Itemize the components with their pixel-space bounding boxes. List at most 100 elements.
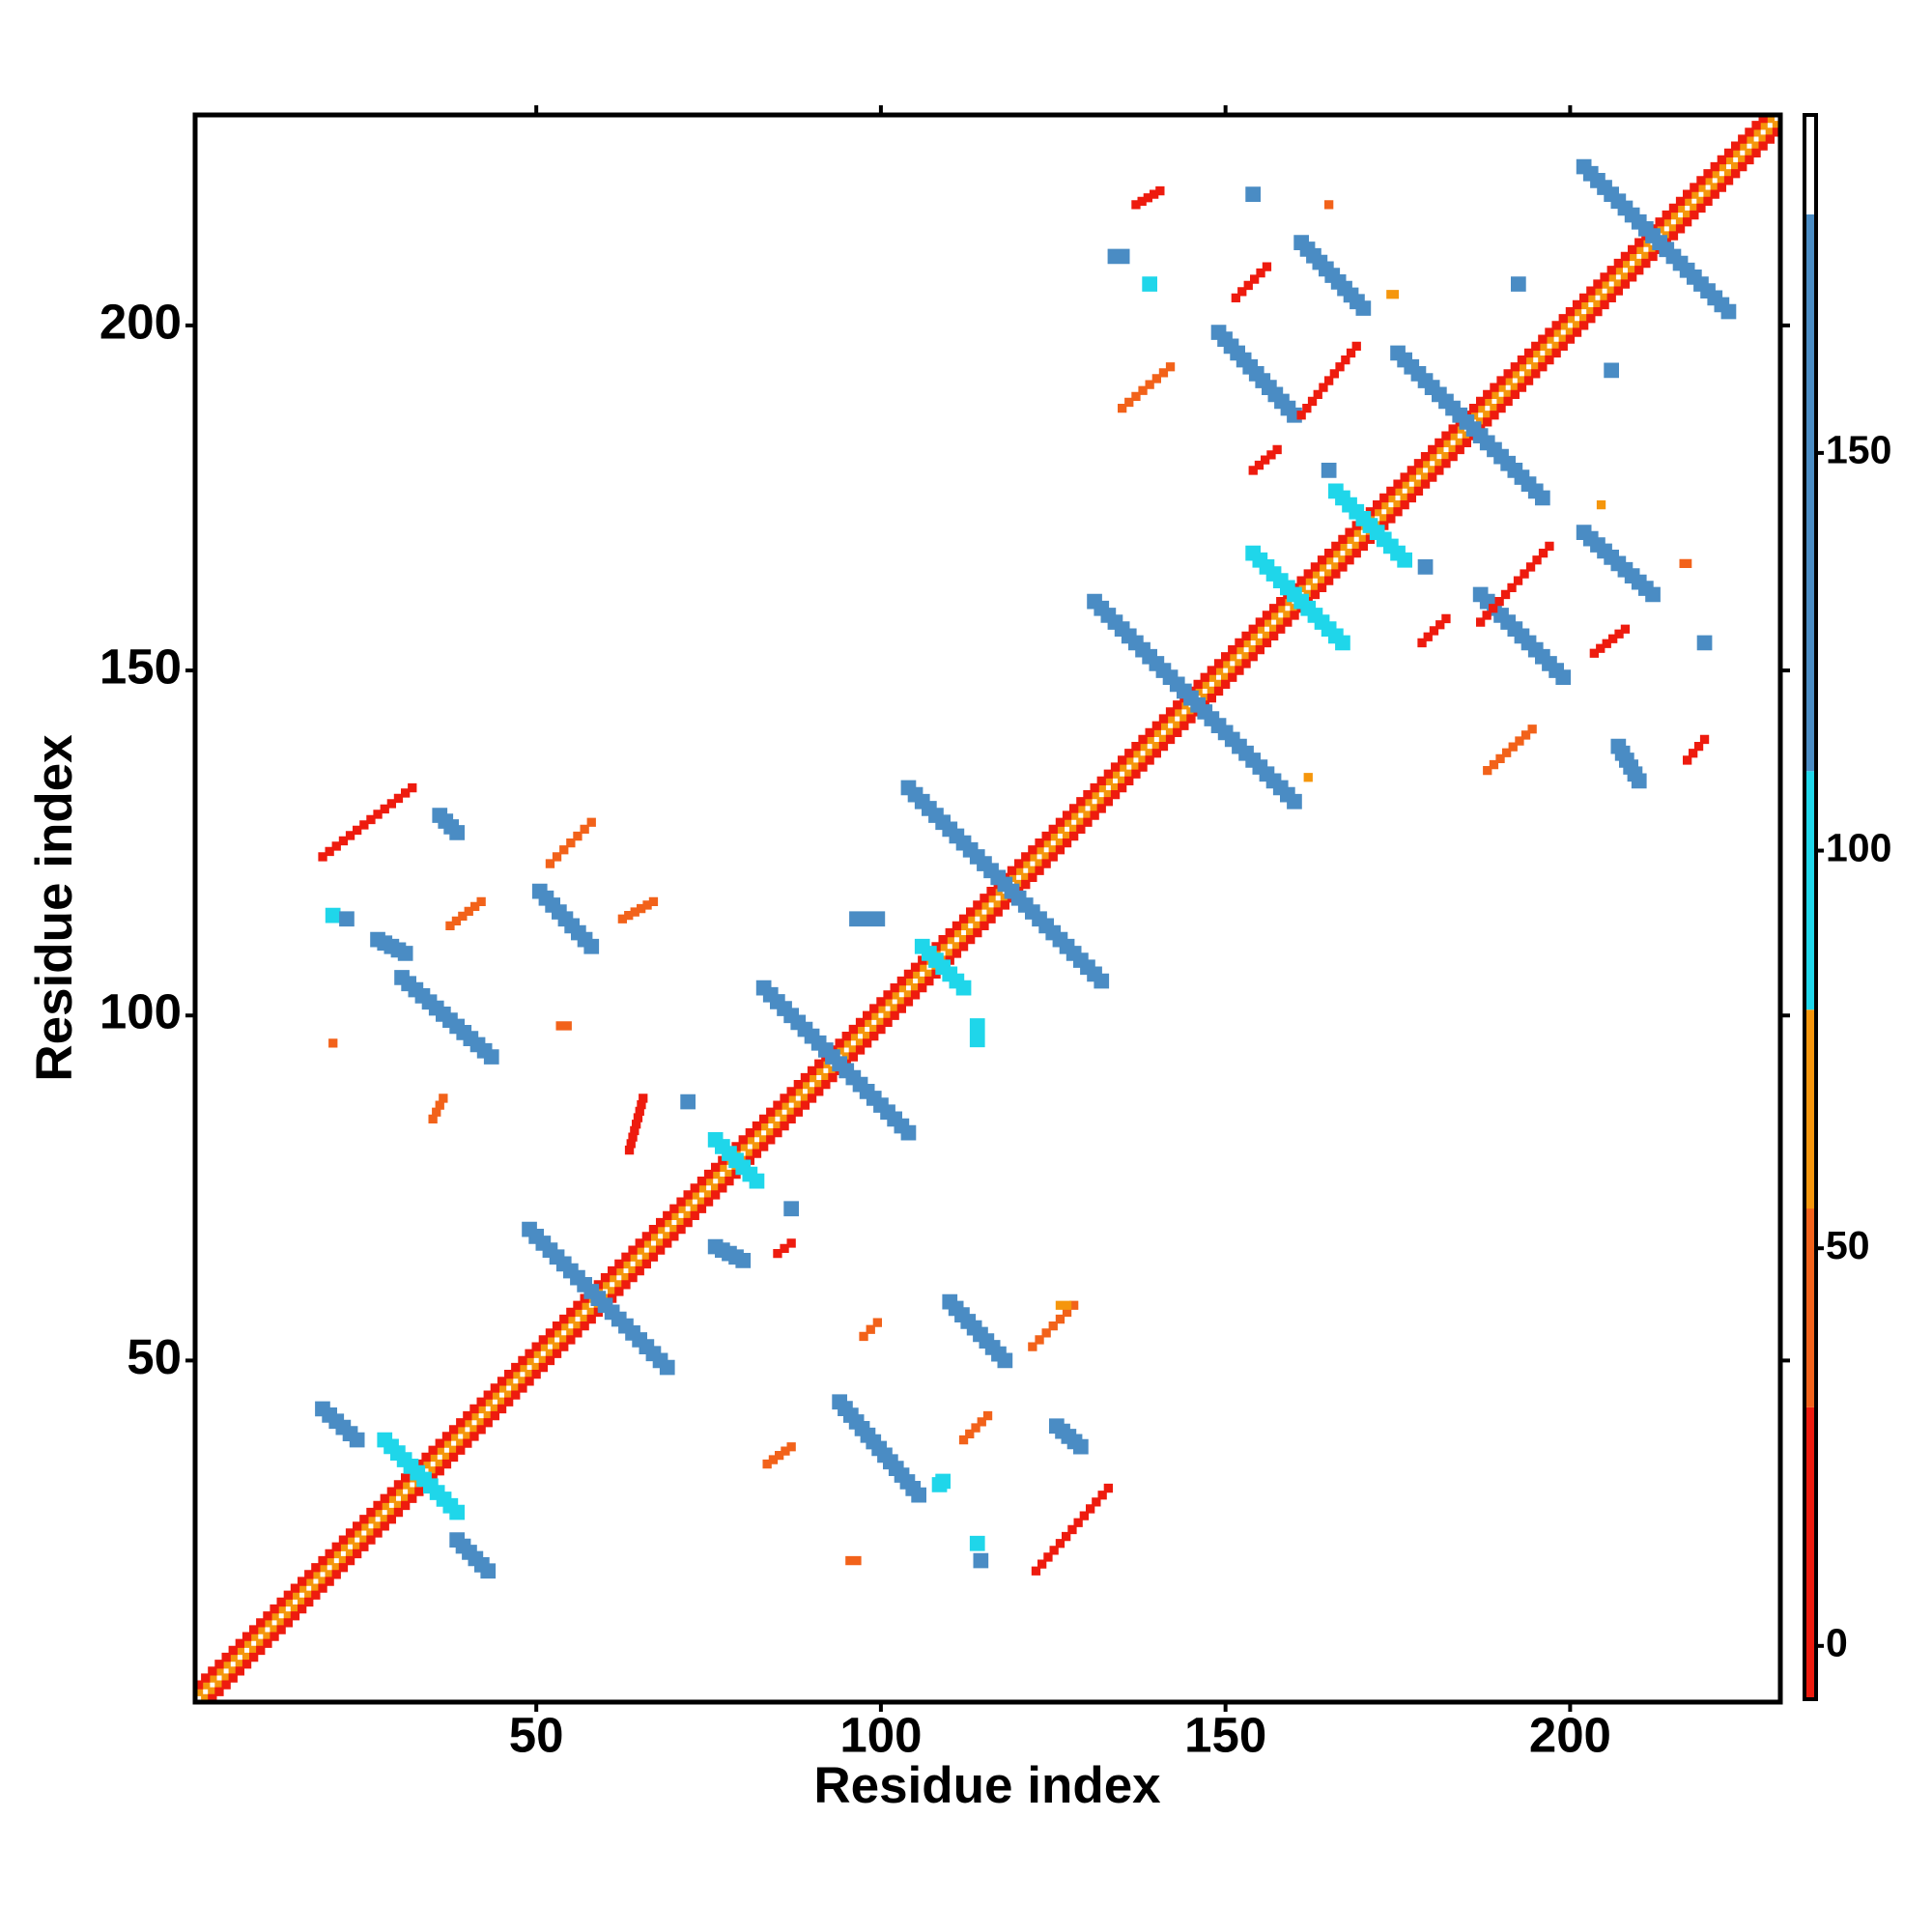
contact-segment [1245,186,1261,202]
colorbar-tick-label: 150 [1826,428,1891,472]
contact-segment [1296,341,1361,420]
x-axis-label: Residue index [813,1757,1161,1814]
contact-segment [201,121,1782,1704]
contact-segment [773,1238,796,1259]
contact-segment [1028,1300,1079,1351]
contact-segment [859,1318,882,1342]
contact-segment [1576,158,1737,320]
contact-segment [1118,362,1176,413]
contact-segment [1210,325,1302,423]
contact-segment [555,1021,572,1031]
contact-segment [958,1410,993,1445]
plot-frame [192,112,1783,1705]
contact-segment [449,1532,497,1579]
contact-segment [1321,463,1337,478]
contact-segment [973,1552,989,1569]
contact-segment [1245,545,1350,651]
contact-segment [193,113,1775,1696]
contact-segment [1131,185,1165,210]
contact-segment [1303,773,1313,782]
contact-segment [931,1473,951,1492]
colorbar-band [1804,115,1816,214]
contact-segment [1055,1300,1072,1310]
colorbar-band [1804,213,1816,772]
contact-segment [445,896,486,930]
x-tick-label: 200 [1529,1707,1611,1762]
contact-segment [377,1432,465,1520]
contact-segment [545,817,596,868]
contact-segment [1696,635,1713,651]
contact-segment [1390,345,1550,506]
colorbar-band [1804,771,1816,1010]
y-tick-label: 100 [99,984,182,1039]
contact-segment [1248,444,1282,475]
contact-segment [849,911,886,927]
x-tick-label: 100 [839,1707,922,1762]
contact-segment [1472,586,1572,685]
contact-segment [315,1401,365,1448]
contact-segment [432,808,465,840]
y-tick-label: 50 [127,1329,182,1384]
x-tick-label: 150 [1184,1707,1266,1762]
contact-segment [914,938,972,996]
contact-segment [1576,525,1661,603]
contact-segment [1386,290,1400,299]
contact-segment [900,780,1110,989]
contact-segment [531,883,600,954]
contact-segment [1328,483,1412,568]
contact-segment [942,1293,1013,1369]
contact-segment [1476,541,1554,627]
contact-segment [617,896,659,923]
contact-segment [707,1238,752,1268]
contact-segment [1596,500,1606,510]
contact-segment [845,1555,862,1566]
contact-segment [1293,235,1372,316]
contact-segment [1483,724,1537,776]
colorbar-tick-label: 50 [1826,1223,1870,1267]
contact-segment [339,911,355,927]
colorbar-tick-label: 0 [1826,1621,1848,1665]
contact-segment [328,1038,338,1048]
y-tick-label: 200 [99,294,182,349]
contact-segment [1589,624,1631,658]
cells [193,113,1782,1704]
contact-segment [1324,200,1334,210]
contact-segment [755,980,917,1141]
contact-segment [1511,276,1526,292]
contact-segment [394,970,499,1065]
colorbar-band [1804,1208,1816,1407]
contact-segment [370,931,413,961]
colorbar-band [1804,1406,1816,1699]
contact-segment [1107,248,1130,265]
contact-segment [1683,734,1710,765]
contact-segment [969,1018,985,1048]
contact-segment [1679,558,1692,568]
x-tick-label: 50 [509,1707,564,1762]
contact-segment [318,782,417,862]
contact-segment [707,1132,765,1189]
colorbar-tick-label: 100 [1826,825,1891,869]
contact-segment [1087,593,1302,810]
y-axis-label: Residue index [26,734,83,1082]
contact-segment [832,1394,926,1503]
contact-segment [1231,262,1272,302]
contact-segment [1417,613,1451,648]
contact-segment [325,907,341,923]
contact-segment [1031,1483,1113,1576]
contact-segment [1604,362,1619,379]
contact-segment [783,1201,799,1217]
contact-segment [522,1221,675,1376]
contact-segment [208,128,1782,1704]
contact-segment [1417,559,1434,575]
contact-segment [762,1442,796,1469]
y-tick-label: 150 [99,639,182,695]
colorbar-band [1804,1009,1816,1209]
contact-segment [1049,1418,1089,1455]
contact-segment [193,113,1768,1690]
contact-segment [1142,276,1157,292]
contact-segment [969,1535,985,1551]
contact-segment [680,1094,696,1110]
contact-segment [428,1094,448,1123]
contact-segment [624,1094,648,1155]
